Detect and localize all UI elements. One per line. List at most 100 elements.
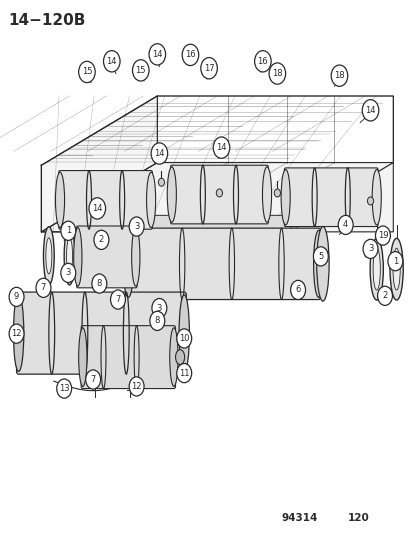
- Ellipse shape: [46, 238, 52, 274]
- Text: 17: 17: [203, 64, 214, 72]
- Circle shape: [152, 298, 166, 318]
- Circle shape: [129, 217, 144, 236]
- Circle shape: [290, 280, 305, 300]
- Ellipse shape: [66, 238, 72, 274]
- Text: 16: 16: [185, 51, 195, 59]
- Text: 16: 16: [257, 57, 268, 66]
- Text: 3: 3: [66, 269, 71, 277]
- Text: 2: 2: [99, 236, 104, 244]
- Circle shape: [89, 198, 105, 219]
- Text: 3: 3: [157, 304, 161, 312]
- Ellipse shape: [178, 295, 189, 372]
- Circle shape: [94, 230, 109, 249]
- Text: 14: 14: [92, 204, 102, 213]
- Text: 7: 7: [115, 295, 120, 304]
- Ellipse shape: [123, 230, 133, 297]
- Text: 13: 13: [59, 384, 69, 393]
- Ellipse shape: [158, 178, 164, 187]
- Text: 5: 5: [318, 252, 323, 261]
- Text: 1: 1: [392, 257, 397, 265]
- Ellipse shape: [74, 228, 82, 286]
- Circle shape: [92, 274, 107, 293]
- Circle shape: [387, 252, 402, 271]
- Circle shape: [129, 377, 144, 396]
- FancyBboxPatch shape: [170, 165, 268, 224]
- Text: 19: 19: [377, 231, 387, 240]
- Ellipse shape: [78, 328, 87, 386]
- Text: 14: 14: [364, 106, 375, 115]
- Ellipse shape: [169, 328, 178, 386]
- Text: 14: 14: [106, 57, 117, 66]
- Circle shape: [57, 379, 71, 398]
- FancyBboxPatch shape: [284, 168, 377, 227]
- Polygon shape: [41, 96, 157, 232]
- Circle shape: [200, 58, 217, 79]
- Circle shape: [150, 311, 164, 330]
- Ellipse shape: [389, 238, 402, 300]
- Ellipse shape: [313, 230, 323, 297]
- Text: 8: 8: [97, 279, 102, 288]
- FancyBboxPatch shape: [81, 326, 175, 389]
- Text: 15: 15: [135, 66, 146, 75]
- Text: 120: 120: [347, 513, 369, 523]
- Circle shape: [36, 278, 51, 297]
- Text: 7: 7: [41, 284, 46, 292]
- Text: 6: 6: [295, 286, 300, 294]
- Ellipse shape: [371, 169, 380, 225]
- Ellipse shape: [131, 228, 140, 286]
- Text: 9: 9: [14, 293, 19, 301]
- Circle shape: [151, 143, 167, 164]
- Circle shape: [182, 44, 198, 66]
- Circle shape: [361, 100, 378, 121]
- Circle shape: [9, 287, 24, 306]
- Text: 4: 4: [342, 221, 347, 229]
- Text: 8: 8: [154, 317, 159, 325]
- Ellipse shape: [216, 189, 222, 197]
- Ellipse shape: [280, 169, 290, 225]
- Text: 2: 2: [382, 292, 387, 300]
- Circle shape: [176, 329, 191, 348]
- Text: 18: 18: [271, 69, 282, 78]
- Circle shape: [132, 60, 149, 81]
- Circle shape: [78, 61, 95, 83]
- Ellipse shape: [13, 295, 24, 372]
- Circle shape: [85, 370, 100, 389]
- Ellipse shape: [43, 227, 54, 285]
- Circle shape: [254, 51, 271, 72]
- Circle shape: [110, 290, 125, 309]
- Ellipse shape: [372, 248, 380, 290]
- Text: 1: 1: [66, 227, 71, 235]
- Ellipse shape: [167, 167, 176, 222]
- Circle shape: [313, 247, 328, 266]
- Ellipse shape: [290, 217, 298, 279]
- Circle shape: [375, 226, 389, 245]
- FancyBboxPatch shape: [59, 171, 152, 229]
- FancyBboxPatch shape: [126, 228, 320, 300]
- Circle shape: [103, 51, 120, 72]
- Circle shape: [213, 137, 229, 158]
- Text: 14: 14: [154, 149, 164, 158]
- Text: 10: 10: [178, 334, 189, 343]
- Polygon shape: [41, 163, 392, 232]
- Circle shape: [176, 364, 191, 383]
- Text: 7: 7: [90, 375, 95, 384]
- Ellipse shape: [367, 197, 373, 205]
- Text: 12: 12: [11, 329, 22, 338]
- FancyBboxPatch shape: [76, 226, 137, 288]
- Circle shape: [61, 221, 76, 240]
- Circle shape: [61, 263, 76, 282]
- Ellipse shape: [273, 189, 280, 197]
- Circle shape: [9, 324, 24, 343]
- Ellipse shape: [146, 172, 155, 228]
- Ellipse shape: [175, 350, 184, 365]
- Text: 14−120B: 14−120B: [8, 13, 85, 28]
- Text: 14: 14: [152, 50, 162, 59]
- Ellipse shape: [55, 172, 64, 228]
- Text: 12: 12: [131, 382, 142, 391]
- Ellipse shape: [392, 248, 399, 290]
- Ellipse shape: [262, 167, 271, 222]
- Circle shape: [330, 65, 347, 86]
- Circle shape: [337, 215, 352, 235]
- Circle shape: [149, 44, 165, 65]
- Circle shape: [268, 63, 285, 84]
